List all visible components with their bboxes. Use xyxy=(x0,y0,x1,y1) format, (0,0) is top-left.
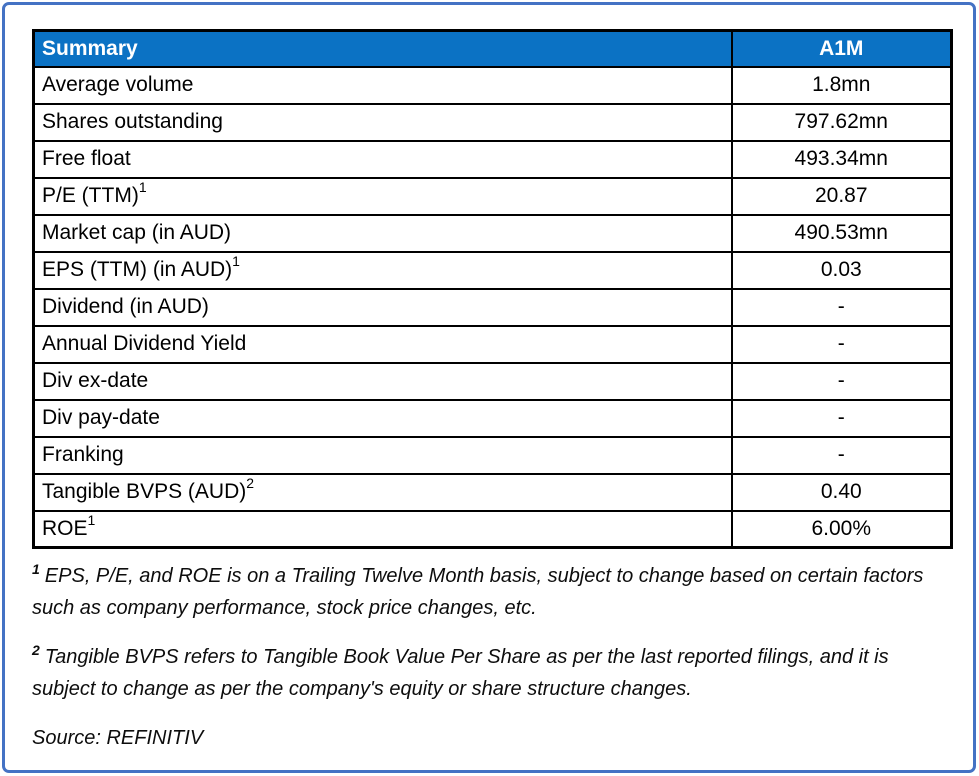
metric-value: 493.34mn xyxy=(730,139,953,179)
footnote-2: 2 Tangible BVPS refers to Tangible Book V… xyxy=(32,641,944,705)
table-header-summary: Summary xyxy=(32,29,733,68)
table-header-ticker: A1M xyxy=(730,29,953,68)
metric-label: Div pay-date xyxy=(32,398,733,438)
metric-label: P/E (TTM)1 xyxy=(32,176,733,216)
footnote-marker: 1 xyxy=(232,253,240,269)
metric-value: 797.62mn xyxy=(730,102,953,142)
footnote-1-text: EPS, P/E, and ROE is on a Trailing Twelv… xyxy=(32,565,924,619)
report-content: Summary A1M Average volume 1.8mn Shares … xyxy=(32,29,954,754)
table-header-row: Summary A1M xyxy=(32,29,953,68)
footnote-marker: 2 xyxy=(246,475,255,491)
metric-label: EPS (TTM) (in AUD)1 xyxy=(32,250,733,290)
table-row: Shares outstanding 797.62mn xyxy=(32,102,953,142)
table-row: Tangible BVPS (AUD)2 0.40 xyxy=(32,472,953,512)
metric-value: - xyxy=(730,435,953,475)
source-attribution: Source: REFINITIV xyxy=(32,727,204,749)
table-row: Franking - xyxy=(32,435,953,475)
table-row: Average volume 1.8mn xyxy=(32,65,953,105)
footnote-1-marker: 1 xyxy=(32,561,40,578)
metric-label: Franking xyxy=(32,435,733,475)
metric-value: - xyxy=(730,398,953,438)
footnote-2-marker: 2 xyxy=(32,642,40,659)
table-row: Free float 493.34mn xyxy=(32,139,953,179)
metric-value: - xyxy=(730,361,953,401)
footnote-marker: 1 xyxy=(138,179,147,195)
metric-value: - xyxy=(730,324,953,364)
metric-label: Free float xyxy=(32,139,733,179)
table-row: ROE1 6.00% xyxy=(32,509,953,549)
metric-label: Annual Dividend Yield xyxy=(32,324,733,364)
metric-label: Dividend (in AUD) xyxy=(32,287,733,327)
metric-value: 20.87 xyxy=(730,176,953,216)
footnotes-section: 1 EPS, P/E, and ROE is on a Trailing Twel… xyxy=(32,560,944,754)
metric-label: Div ex-date xyxy=(32,361,733,401)
table-row: Market cap (in AUD) 490.53mn xyxy=(32,213,953,253)
summary-table: Summary A1M Average volume 1.8mn Shares … xyxy=(32,29,953,549)
metric-label: ROE1 xyxy=(32,509,733,549)
metric-label: Shares outstanding xyxy=(32,102,733,142)
metric-value: 0.03 xyxy=(730,250,953,290)
metric-label: Average volume xyxy=(32,65,733,105)
metric-value: 6.00% xyxy=(730,509,953,549)
table-row: EPS (TTM) (in AUD)1 0.03 xyxy=(32,250,953,290)
table-body: Average volume 1.8mn Shares outstanding … xyxy=(32,65,953,549)
table-row: Div pay-date - xyxy=(32,398,953,438)
footnote-1: 1 EPS, P/E, and ROE is on a Trailing Twel… xyxy=(32,560,944,624)
table-row: Div ex-date - xyxy=(32,361,953,401)
table-row: Dividend (in AUD) - xyxy=(32,287,953,327)
footnote-marker: 1 xyxy=(87,511,96,528)
metric-value: 1.8mn xyxy=(730,65,953,105)
metric-value: - xyxy=(730,287,953,327)
table-row: Annual Dividend Yield - xyxy=(32,324,953,364)
metric-label: Market cap (in AUD) xyxy=(32,213,733,253)
metric-value: 490.53mn xyxy=(730,213,953,253)
footnote-2-text: Tangible BVPS refers to Tangible Book Va… xyxy=(32,646,889,700)
metric-value: 0.40 xyxy=(730,472,953,512)
table-row: P/E (TTM)1 20.87 xyxy=(32,176,953,216)
metric-label: Tangible BVPS (AUD)2 xyxy=(32,472,733,512)
